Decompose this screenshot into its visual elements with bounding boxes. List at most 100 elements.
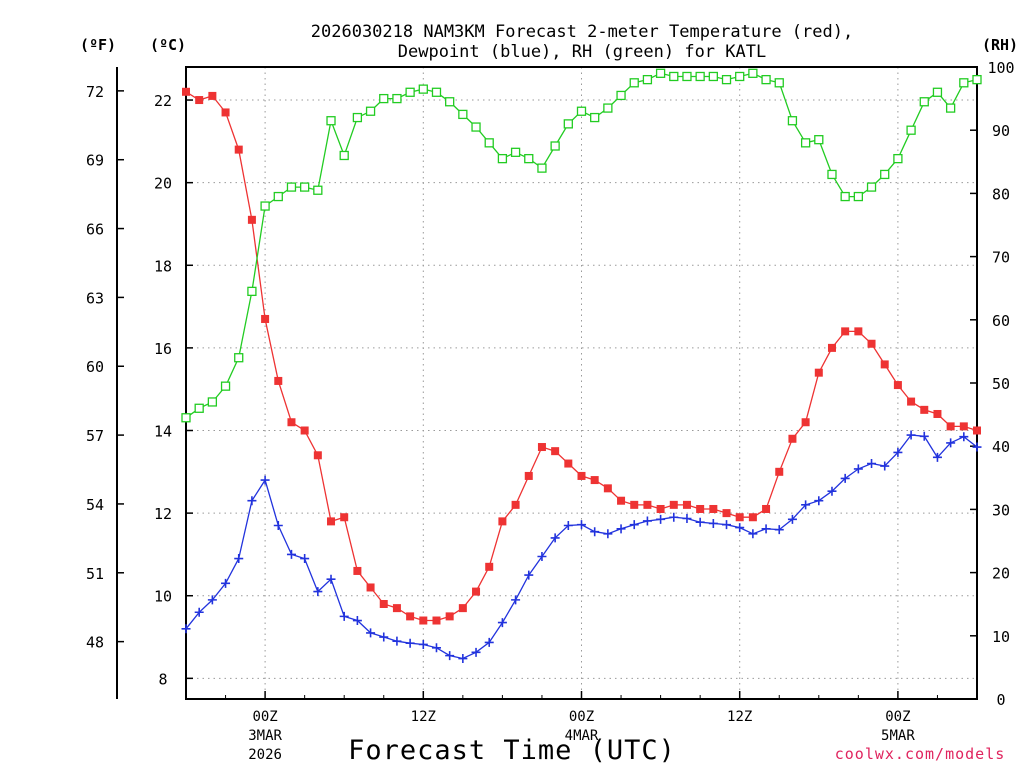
chart-title-line1: 2026030218 NAM3KM Forecast 2-meter Tempe… (311, 22, 853, 42)
rh-point (418, 84, 428, 94)
fahrenheit-tick-label: 63 (86, 289, 104, 307)
rh-point (827, 169, 837, 180)
temperature-point (709, 504, 718, 513)
rh-point (748, 68, 758, 78)
fahrenheit-tick-label: 57 (86, 427, 104, 445)
temperature-point (221, 108, 230, 117)
x-tick-date: 4MAR (565, 728, 599, 744)
temperature-point (920, 405, 929, 414)
celsius-tick-label: 8 (158, 670, 167, 688)
celsius-tick-label: 10 (154, 588, 172, 606)
dewpoint-point (801, 500, 811, 510)
rh-point (695, 71, 705, 82)
rh-point (616, 90, 626, 101)
dewpoint-point (840, 473, 850, 483)
rh-point (458, 109, 468, 120)
x-tick-date: 3MAR (248, 728, 282, 744)
dewpoint-point (247, 496, 257, 506)
temperature-point (722, 509, 731, 518)
rh-point (379, 93, 389, 104)
rh-point (484, 138, 494, 148)
temperature-point (603, 484, 612, 493)
dewpoint-point (497, 618, 507, 628)
temperature-point (261, 314, 270, 323)
temperature-point (195, 96, 204, 105)
celsius-tick-label: 16 (154, 340, 172, 358)
dewpoint-point (906, 430, 916, 440)
fahrenheit-tick-label: 51 (86, 565, 104, 583)
rh-point (629, 78, 639, 88)
dewpoint-point (471, 647, 481, 657)
rh-point (365, 106, 376, 116)
dewpoint-point (405, 638, 415, 648)
temperature-point (313, 451, 322, 460)
dewpoint-point (932, 452, 942, 462)
rh-point (445, 97, 455, 107)
fahrenheit-tick-label: 69 (86, 152, 104, 170)
dewpoint-point (524, 570, 534, 580)
rh-point (260, 201, 270, 211)
dewpoint-point (563, 521, 573, 531)
dewpoint-point (326, 574, 336, 584)
temperature-point (485, 562, 494, 571)
dewpoint-point (656, 514, 666, 524)
dewpoint-point (880, 461, 890, 471)
dewpoint-point (234, 554, 244, 564)
rh-point (392, 93, 402, 104)
dewpoint-point (445, 651, 455, 661)
dewpoint-point (748, 529, 758, 539)
rh-point (919, 97, 929, 107)
rh-point (840, 191, 850, 202)
temperature-point (406, 612, 415, 621)
x-tick-label: 12Z (411, 709, 436, 725)
rh-point (537, 163, 547, 173)
dewpoint-point (616, 524, 626, 534)
plot-frame (185, 66, 978, 700)
rh-tick-label: 0 (996, 691, 1005, 709)
x-axis-title: Forecast Time (UTC) (348, 735, 676, 766)
rh-point (682, 71, 692, 82)
temperature-point (841, 327, 850, 336)
dewpoint-point (959, 432, 969, 442)
rh-point (655, 68, 666, 78)
rh-point (194, 403, 204, 413)
temperature-point (854, 327, 863, 336)
rh-point (735, 71, 745, 82)
temperature-point (234, 145, 243, 154)
temperature-point (933, 409, 942, 418)
rh-tick-label: 60 (992, 312, 1010, 330)
temperature-point (287, 418, 296, 427)
dewpoint-point (418, 639, 428, 649)
rh-tick-label: 90 (992, 122, 1010, 140)
rh-point (247, 286, 257, 297)
temperature-point (511, 500, 520, 509)
rh-unit-label: (RH) (982, 36, 1018, 54)
rh-point (972, 74, 982, 85)
temperature-point (445, 612, 454, 621)
rh-point (603, 103, 613, 113)
rh-point (669, 71, 679, 82)
temperature-point (472, 587, 481, 596)
rh-point (286, 182, 297, 192)
temperature-point (643, 500, 652, 509)
dewpoint-point (708, 518, 718, 528)
temperature-point (537, 443, 546, 452)
temperature-point (551, 447, 560, 456)
rh-point (220, 381, 231, 391)
credit-label: coolwx.com/models (835, 745, 1006, 763)
dewpoint-point (761, 524, 771, 534)
rh-tick-label: 50 (992, 375, 1010, 393)
dewpoint-point (577, 520, 586, 530)
dewpoint-point (392, 636, 402, 646)
temperature-point (801, 418, 810, 427)
temperature-point (880, 360, 889, 369)
dewpoint-point (682, 513, 692, 523)
dewpoint-point (669, 512, 679, 522)
dewpoint-point (458, 654, 468, 664)
rh-point (234, 353, 244, 363)
celsius-tick-label: 18 (154, 257, 172, 275)
rh-point (497, 153, 508, 164)
temperature-point (590, 476, 599, 485)
celsius-tick-label: 14 (154, 423, 172, 441)
